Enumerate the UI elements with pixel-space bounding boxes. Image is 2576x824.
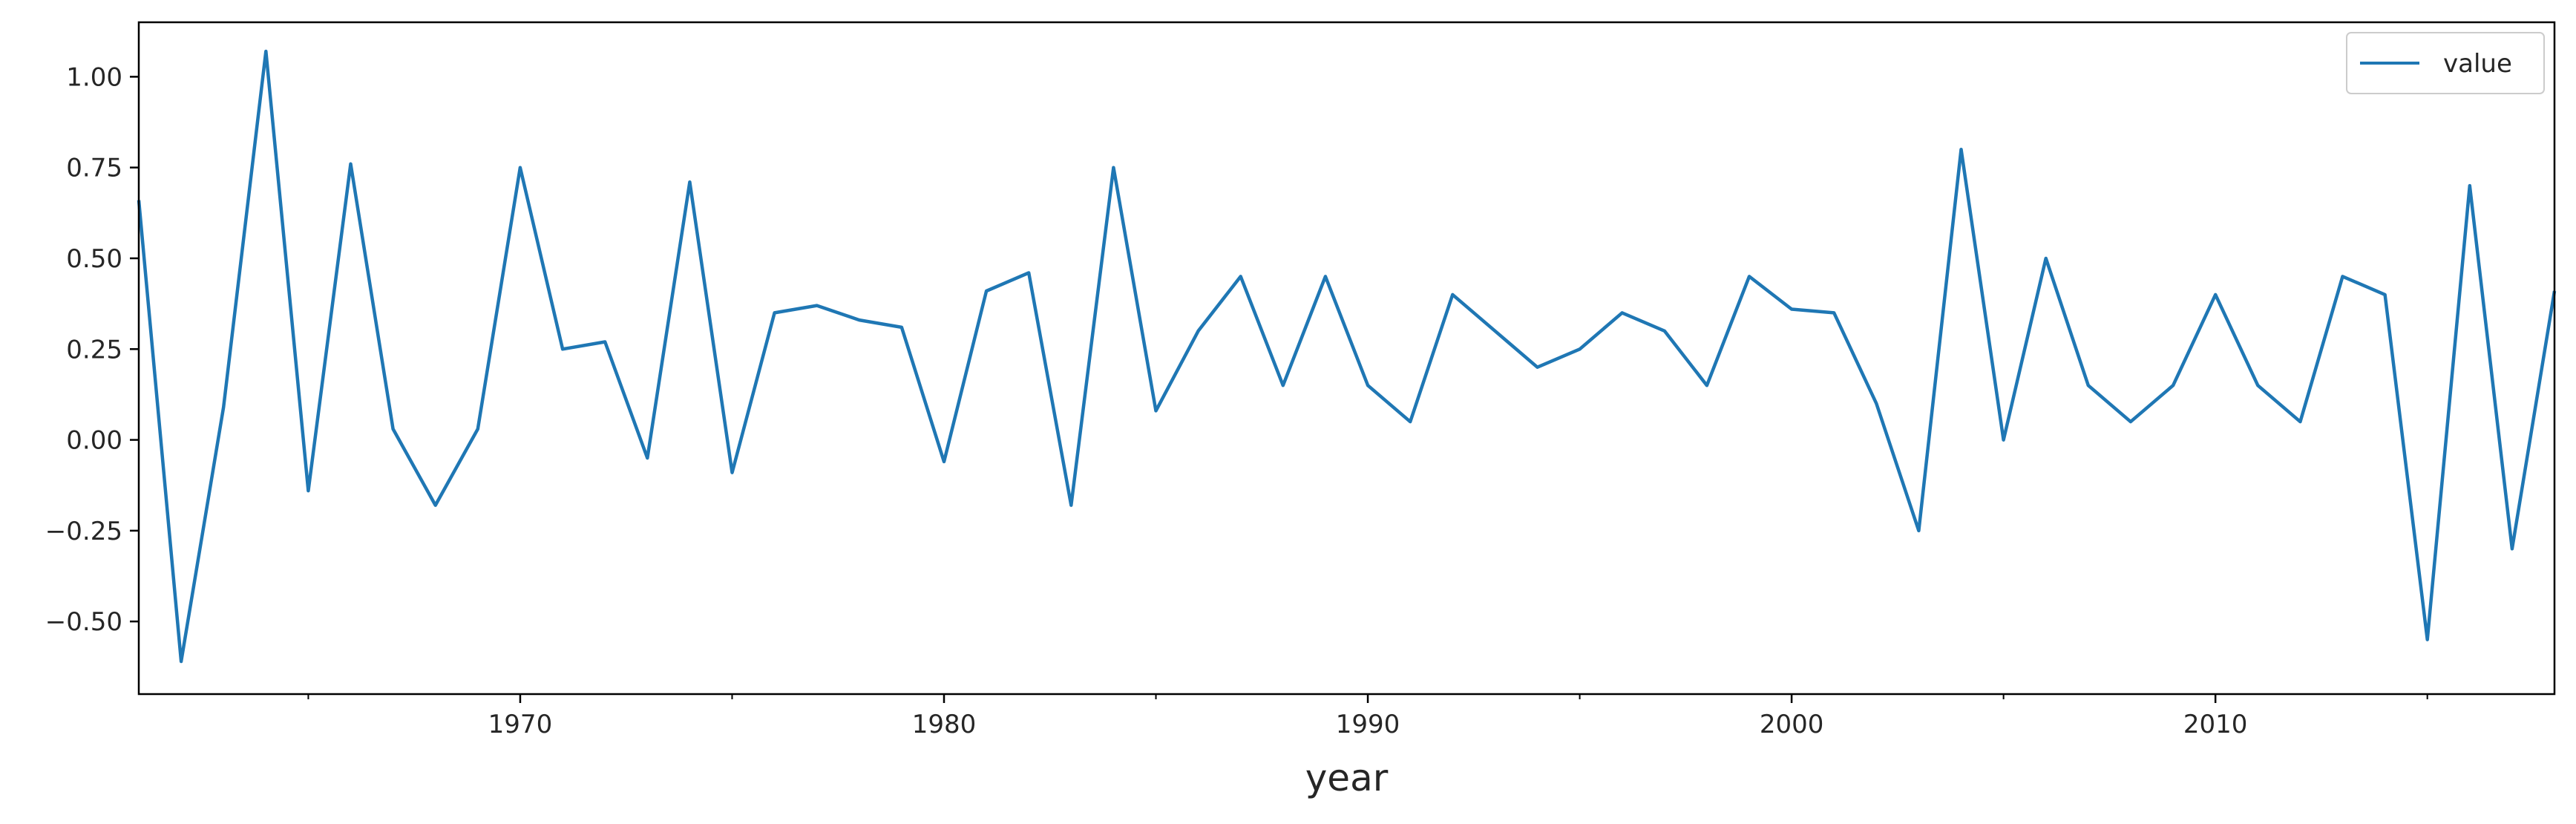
x-tick-label: 1980 [912,710,977,739]
plot-frame [137,21,2556,696]
legend-box [2346,32,2545,94]
y-tick-label: −0.50 [45,607,122,637]
x-axis: 1970 1980 1990 2000 2010 [307,694,2428,739]
legend: value [2346,32,2545,94]
y-tick-label: 1.00 [66,62,122,92]
series-line-value [137,49,2557,664]
x-tick-label: 1970 [488,710,553,739]
x-tick-label: 2010 [2183,710,2248,739]
series-layer [137,49,2557,664]
y-tick-label: 0.25 [66,335,122,364]
legend-label-value: value [2443,49,2512,79]
y-tick-label: 0.50 [66,244,122,274]
y-tick-label: 0.75 [66,154,122,183]
x-axis-title: year [1305,756,1389,800]
y-axis: −0.50 −0.25 0.00 0.25 0.50 0.75 1.00 [45,62,139,637]
y-tick-label: −0.25 [45,517,122,546]
x-tick-label: 1990 [1336,710,1400,739]
x-tick-label: 2000 [1760,710,1824,739]
y-tick-label: 0.00 [66,426,122,456]
